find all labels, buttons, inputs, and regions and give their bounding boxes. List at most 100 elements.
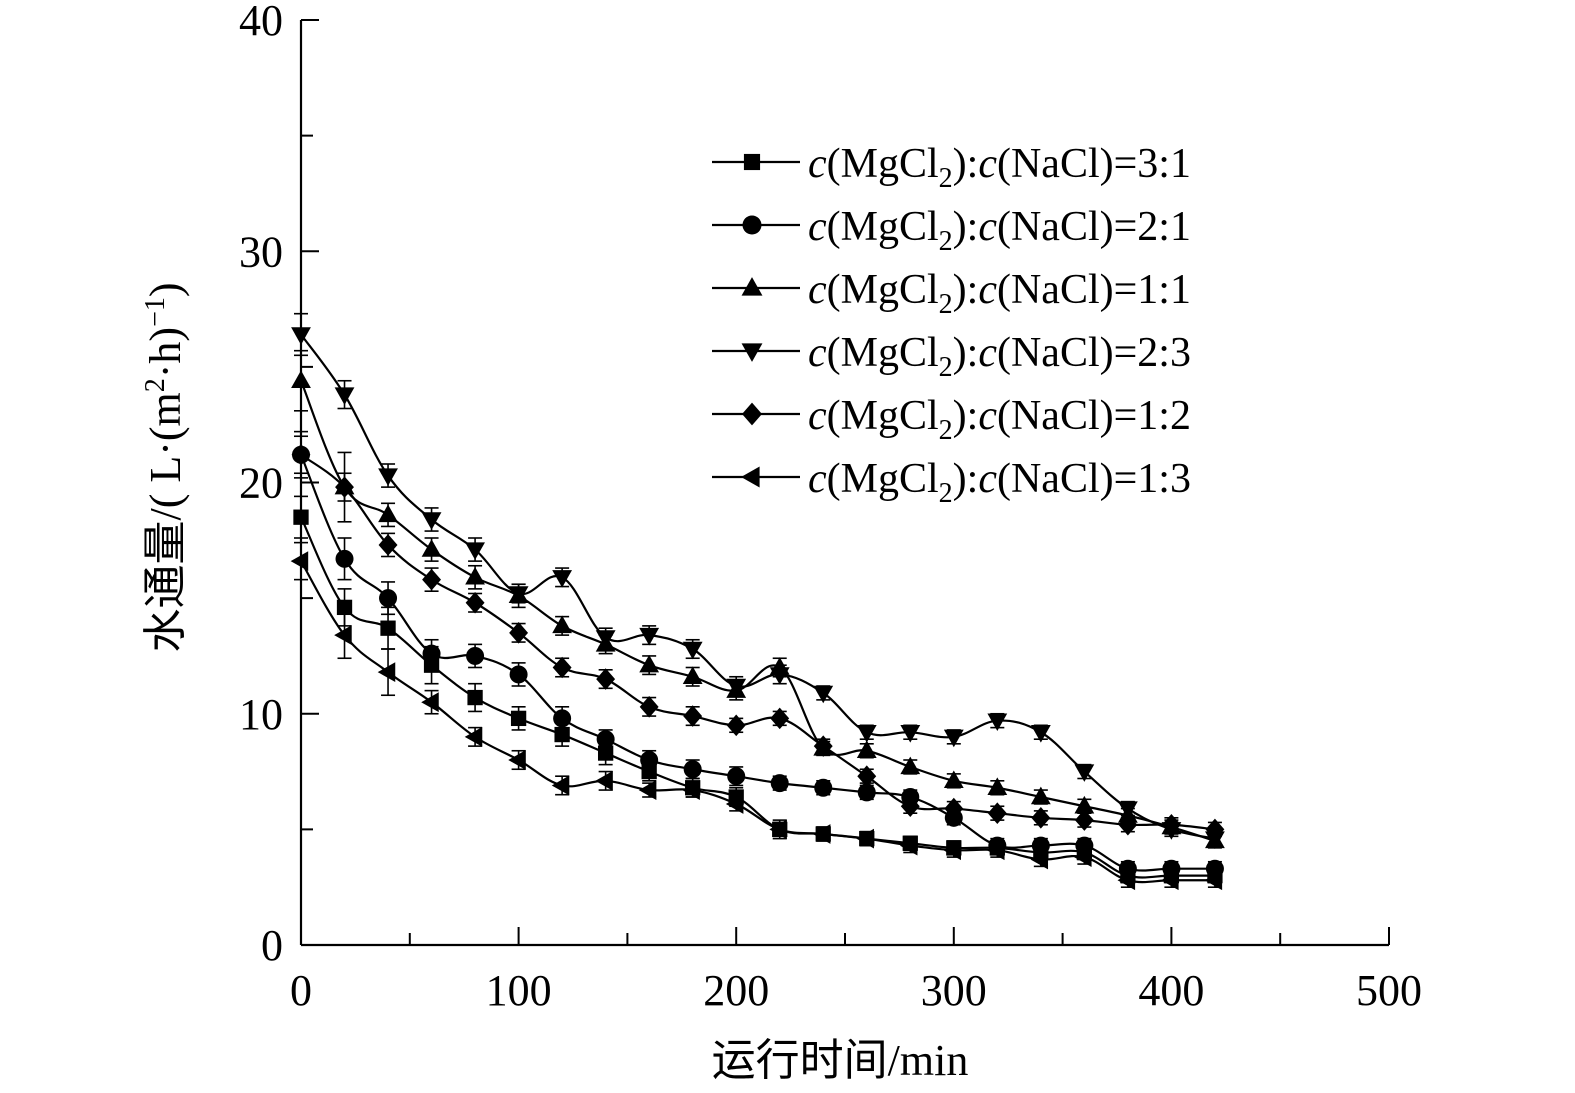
legend-label-part: (MgCl [827, 330, 939, 376]
data-point [552, 656, 572, 679]
data-point [291, 327, 311, 345]
legend-marker [741, 343, 763, 362]
data-point [1030, 849, 1049, 870]
data-point [987, 777, 1008, 795]
data-point [813, 735, 833, 757]
data-point [334, 625, 352, 646]
legend-marker [741, 277, 763, 296]
y-tick-label: 0 [261, 921, 283, 970]
data-point [1031, 807, 1051, 829]
x-tick-label: 400 [1138, 966, 1204, 1015]
y-axis-title-main: 水通量/( L·(m [141, 392, 190, 652]
data-point [380, 620, 396, 636]
data-point [639, 654, 660, 673]
data-point [553, 709, 572, 728]
data-point [943, 840, 961, 861]
legend-label-part: 2 [939, 478, 953, 509]
data-point [335, 549, 354, 568]
x-tick-label: 300 [921, 966, 987, 1015]
legend-label-part: (NaCl)=1:1 [997, 267, 1191, 313]
x-tick-label: 0 [290, 966, 312, 1015]
legend-label-part: (NaCl)=2:1 [997, 204, 1191, 250]
legend-item-2: c(MgCl2):c(NaCl)=2:1 [712, 204, 1191, 257]
y-tick-label: 30 [239, 227, 283, 276]
y-axis-title-mid: ·h) [141, 327, 190, 378]
data-point [1074, 795, 1095, 814]
data-point [639, 627, 660, 646]
data-point [987, 713, 1008, 732]
data-point [464, 726, 483, 747]
legend-label-part: c [978, 267, 997, 313]
data-point [595, 630, 616, 648]
legend-label-part: 2 [939, 226, 953, 257]
data-point [293, 509, 309, 525]
data-point [335, 476, 354, 498]
data-point [291, 443, 311, 466]
data-point [682, 780, 700, 800]
data-point [421, 512, 442, 530]
data-point [290, 551, 309, 572]
data-point [509, 622, 529, 644]
data-point [857, 783, 876, 802]
data-point [1117, 870, 1136, 891]
series-layer [290, 312, 1225, 891]
data-point [596, 730, 615, 749]
series-5 [291, 435, 1225, 841]
y-axis-title-sup1: 2 [140, 378, 171, 392]
data-point [508, 750, 526, 770]
data-point [1030, 786, 1051, 805]
data-point [856, 828, 874, 849]
y-tick-label: 20 [239, 459, 283, 508]
data-point [813, 685, 834, 704]
legend-label-part: 2 [939, 163, 953, 194]
legend-label-part: c [808, 204, 827, 250]
x-tick-label: 100 [486, 966, 552, 1015]
legend-label-part: ): [953, 456, 979, 502]
data-point [465, 566, 485, 585]
data-point [1205, 818, 1225, 841]
data-point [1161, 813, 1181, 836]
data-point [1161, 870, 1179, 891]
data-point [1074, 764, 1095, 782]
legend-label-part: ): [953, 330, 979, 376]
data-point [987, 802, 1007, 824]
series-line [300, 516, 1215, 879]
data-point [378, 534, 398, 556]
series-line [300, 453, 1216, 831]
data-point [727, 767, 746, 786]
data-point [640, 751, 659, 769]
data-point [814, 778, 833, 797]
legend-label: c(MgCl2):c(NaCl)=1:3 [808, 456, 1191, 509]
y-tick-label: 40 [239, 0, 283, 45]
data-point [683, 760, 702, 779]
data-point [856, 725, 877, 743]
legend-label-part: c [978, 204, 997, 250]
legend-label-part: c [978, 393, 997, 439]
data-point [291, 370, 311, 388]
data-point [683, 705, 703, 727]
data-point [1074, 847, 1092, 868]
data-point [336, 599, 353, 616]
data-point [1118, 813, 1138, 836]
data-point [422, 644, 441, 663]
legend-label-part: c [978, 456, 997, 502]
legend-label-part: (MgCl [827, 393, 939, 439]
legend-label-part: c [808, 393, 827, 439]
legend-label-part: (NaCl)=1:3 [997, 456, 1191, 502]
legend: c(MgCl2):c(NaCl)=3:1c(MgCl2):c(NaCl)=2:1… [712, 141, 1191, 509]
legend-label-part: c [808, 330, 827, 376]
data-point [466, 646, 485, 665]
y-axis-title-end: ) [141, 282, 190, 297]
legend-label: c(MgCl2):c(NaCl)=2:3 [808, 330, 1191, 383]
legend-label-part: (NaCl)=3:1 [997, 141, 1191, 187]
data-point [770, 707, 790, 730]
legend-label-part: 2 [939, 415, 953, 446]
legend-label: c(MgCl2):c(NaCl)=3:1 [808, 141, 1191, 194]
legend-item-1: c(MgCl2):c(NaCl)=3:1 [712, 141, 1191, 194]
data-point [944, 797, 964, 820]
legend-label-part: (MgCl [827, 456, 939, 502]
data-point [1117, 801, 1138, 819]
data-point [596, 668, 616, 690]
